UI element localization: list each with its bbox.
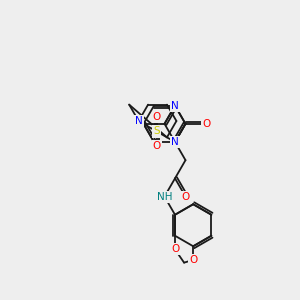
Text: O: O <box>189 255 197 265</box>
Text: O: O <box>153 112 161 122</box>
Text: N: N <box>171 137 179 147</box>
Text: S: S <box>154 127 160 136</box>
Text: O: O <box>182 192 190 202</box>
Text: O: O <box>202 119 211 129</box>
Text: N: N <box>171 100 179 111</box>
Text: O: O <box>171 244 179 254</box>
Text: N: N <box>135 116 142 126</box>
Text: O: O <box>153 141 161 151</box>
Text: NH: NH <box>157 192 172 202</box>
